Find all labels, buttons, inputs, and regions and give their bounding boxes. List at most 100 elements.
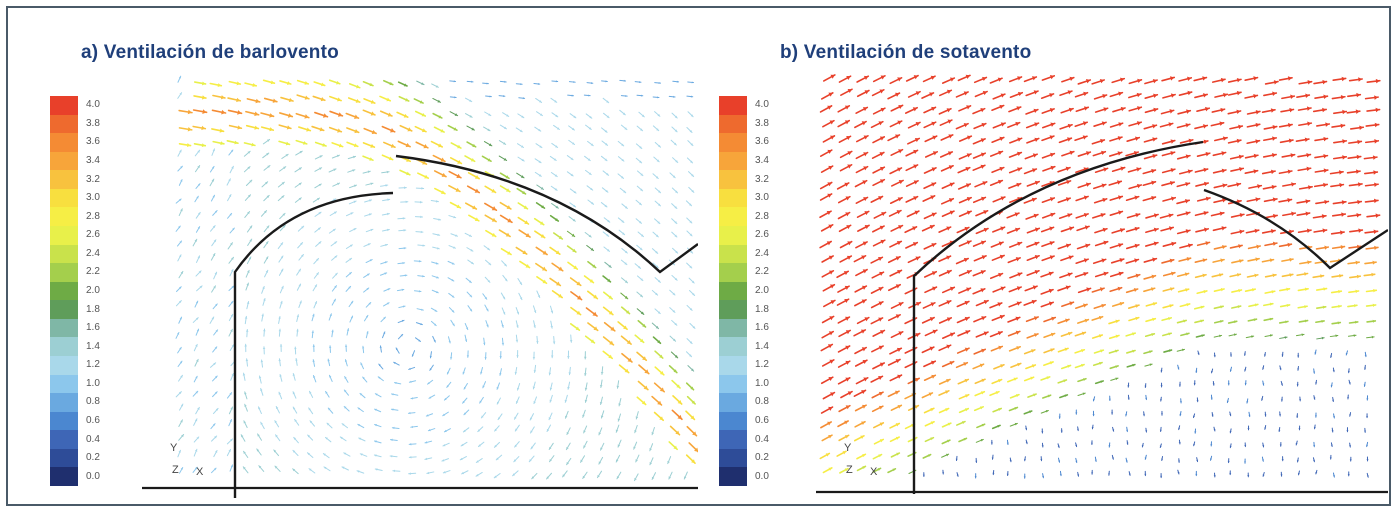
velocity-vector-head (366, 287, 369, 291)
velocity-vector-head (1060, 430, 1063, 433)
velocity-vector-head (438, 115, 442, 119)
velocity-vector-head (573, 80, 576, 84)
velocity-vector-head (317, 227, 321, 230)
velocity-vector-head (1353, 334, 1357, 337)
velocity-vector-head (1341, 212, 1346, 217)
velocity-vector-head (641, 114, 645, 117)
velocity-vector-head (1281, 354, 1284, 357)
velocity-vector-head (322, 143, 327, 147)
velocity-vector-head (1013, 377, 1018, 381)
velocity-vector-head (1134, 195, 1139, 200)
velocity-vector-head (281, 195, 284, 199)
velocity-vector-head (845, 196, 850, 201)
velocity-vector-head (930, 360, 936, 365)
velocity-vector-head (1338, 170, 1344, 175)
velocity-vector-head (621, 158, 624, 162)
velocity-vector-head (946, 89, 952, 94)
velocity-vector-head (1287, 197, 1292, 203)
velocity-vector-head (691, 174, 694, 177)
velocity-vector-head (197, 150, 200, 153)
velocity-vector-head (1065, 243, 1071, 248)
velocity-vector-head (1202, 273, 1207, 278)
velocity-vector-head (1295, 443, 1298, 445)
velocity-vector-head (403, 229, 406, 232)
velocity-vector-head (246, 301, 250, 305)
velocity-vector-head (244, 404, 247, 407)
velocity-vector-head (1321, 214, 1326, 219)
velocity-vector-head (627, 357, 632, 363)
velocity-vector-head (567, 386, 570, 390)
velocity-vector-head (1136, 92, 1141, 98)
velocity-vector-head (1234, 320, 1237, 324)
velocity-vector-head (927, 454, 931, 457)
velocity-vector-head (328, 408, 331, 411)
velocity-vector-head (826, 211, 832, 215)
colorbar-tick-label: 3.4 (86, 155, 100, 166)
velocity-vector-head (263, 298, 266, 301)
velocity-vector-head (1188, 138, 1193, 143)
velocity-vector-head (657, 311, 661, 314)
velocity-vector-head (400, 334, 403, 337)
velocity-vector-head (195, 391, 198, 394)
velocity-vector-head (992, 472, 995, 475)
velocity-vector-head (675, 190, 678, 193)
velocity-vector-head (418, 260, 422, 263)
velocity-vector-head (1364, 430, 1367, 433)
velocity-vector-head (955, 458, 958, 461)
velocity-vector-head (269, 113, 274, 118)
velocity-vector-head (536, 341, 539, 344)
velocity-vector-head (1016, 182, 1021, 188)
velocity-vector-head (982, 90, 988, 96)
velocity-vector-head (689, 203, 692, 206)
velocity-vector-head (965, 394, 969, 398)
velocity-vector-head (178, 226, 181, 229)
velocity-vector-head (531, 476, 535, 479)
velocity-vector-head (863, 75, 869, 80)
velocity-vector-head (1101, 150, 1106, 156)
velocity-vector-head (981, 378, 986, 383)
velocity-vector-head (651, 476, 655, 480)
velocity-vector-head (624, 295, 628, 299)
velocity-vector-head (387, 198, 390, 202)
velocity-vector-head (258, 406, 261, 410)
velocity-vector-head (1034, 137, 1039, 142)
velocity-vector-head (455, 187, 460, 192)
velocity-vector-head (465, 327, 469, 330)
velocity-vector-head (640, 311, 644, 315)
velocity-vector-head (501, 342, 505, 346)
colorbar-band (719, 170, 747, 190)
velocity-vector-head (1271, 153, 1277, 158)
velocity-vector-head (1272, 273, 1276, 278)
velocity-vector-head (598, 461, 602, 465)
velocity-vector-head (344, 389, 347, 393)
velocity-vector-head (616, 476, 620, 479)
velocity-vector-head (621, 220, 624, 223)
velocity-vector-head (1133, 288, 1138, 293)
velocity-vector-head (1015, 316, 1020, 321)
velocity-vector-head (1084, 318, 1089, 323)
velocity-vector-head (213, 468, 217, 471)
velocity-vector-head (1151, 180, 1156, 186)
velocity-vector-head (334, 255, 337, 259)
velocity-vector-head (1117, 151, 1122, 156)
velocity-vector-head (1050, 122, 1055, 127)
velocity-vector-head (1253, 318, 1257, 322)
velocity-vector-head (862, 454, 866, 458)
velocity-vector-head (1050, 332, 1055, 337)
velocity-vector-head (1017, 167, 1022, 172)
velocity-vector-head (573, 204, 576, 208)
velocity-vector-head (316, 197, 320, 201)
velocity-vector-head (864, 90, 869, 95)
velocity-vector-head (584, 387, 588, 391)
velocity-vector-head (558, 293, 563, 298)
velocity-vector-head (333, 211, 337, 215)
velocity-vector-head (640, 188, 643, 191)
velocity-vector-head (1339, 274, 1343, 278)
velocity-vector-head (997, 179, 1003, 185)
velocity-vector-head (362, 377, 365, 380)
velocity-vector-head (211, 179, 214, 182)
velocity-vector-head (828, 331, 834, 336)
velocity-vector-head (624, 250, 628, 254)
velocity-vector-head (1033, 316, 1039, 321)
velocity-vector-head (1193, 383, 1196, 385)
